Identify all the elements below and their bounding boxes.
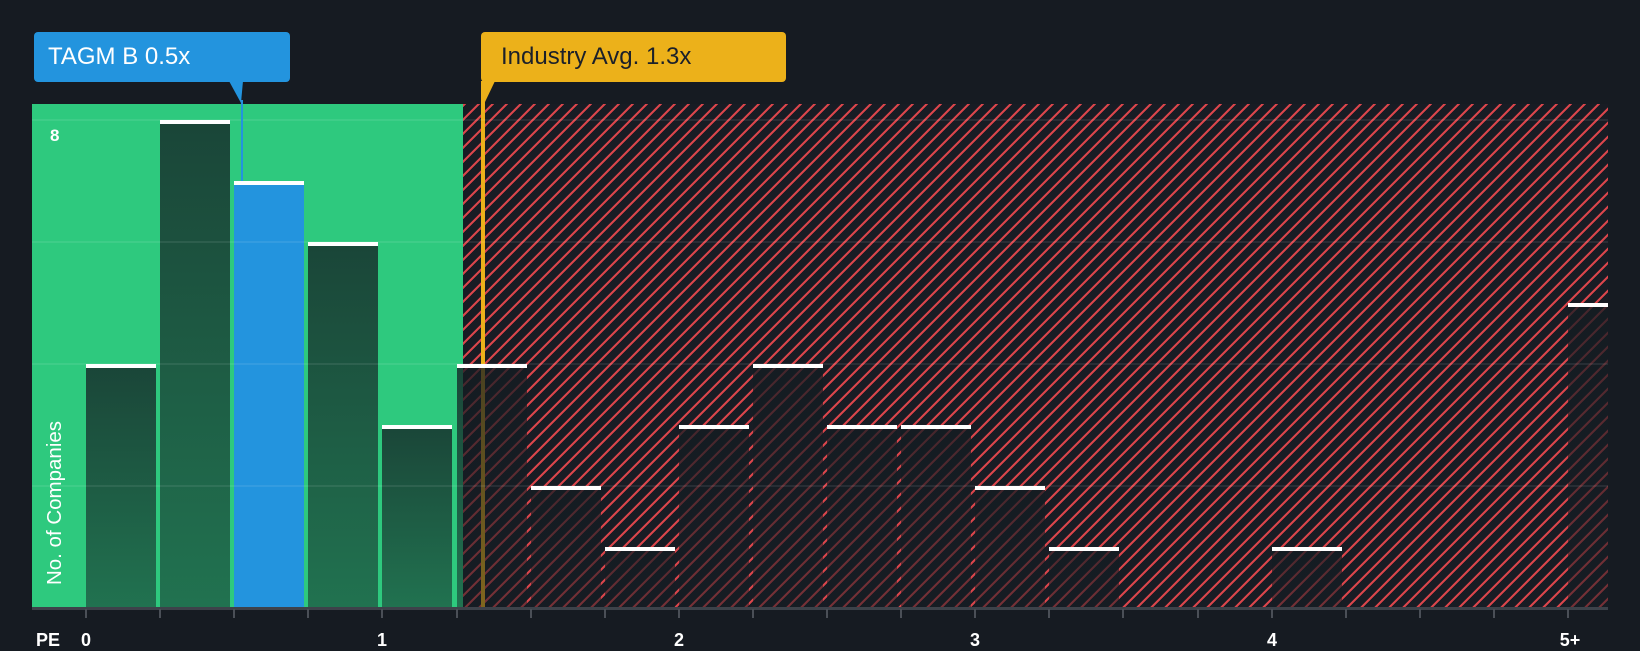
x-tick-label: 1 (376, 630, 388, 650)
gridline (32, 119, 1608, 121)
bar-cap (86, 364, 156, 368)
histogram-bar (160, 120, 231, 608)
x-axis-tick (1196, 609, 1199, 618)
x-axis-tick (603, 609, 606, 618)
bar-cap (901, 425, 972, 429)
y-tick-label: 8 (50, 126, 60, 145)
x-tick-label: 4 (1266, 630, 1278, 650)
histogram-bar (1568, 303, 1608, 608)
bar-cap (308, 242, 379, 246)
x-axis-tick (1048, 609, 1051, 618)
company-callout-pointer-icon (229, 81, 243, 103)
x-axis-tick (974, 609, 977, 618)
x-axis-tick (455, 609, 458, 618)
x-axis-tick (677, 609, 680, 618)
bar-cap (160, 120, 231, 124)
histogram-bar (975, 486, 1046, 608)
x-tick-label: 3 (969, 630, 981, 650)
bar-cap (827, 425, 897, 429)
histogram-bar (604, 547, 675, 608)
bar-cap (975, 486, 1046, 490)
histogram-bar (1049, 547, 1120, 608)
x-axis-tick (900, 609, 903, 618)
x-axis-line (32, 607, 1608, 610)
bar-cap (1568, 303, 1608, 307)
bar-cap (530, 486, 601, 490)
bar-cap (456, 364, 527, 368)
x-axis-tick (529, 609, 532, 618)
industry-average-callout: Industry Avg. 1.3x (481, 32, 786, 82)
histogram-bar (308, 242, 379, 608)
gridline (32, 485, 1608, 487)
histogram-bar (1271, 547, 1342, 608)
histogram-bar (530, 486, 601, 608)
histogram-bar (678, 425, 749, 608)
x-axis-tick (1567, 609, 1569, 618)
industry-average-line (481, 104, 485, 608)
above-industry-hatched-zone (463, 104, 1608, 608)
bar-cap (678, 425, 749, 429)
bar-cap (1049, 547, 1120, 551)
bar-cap (1271, 547, 1342, 551)
histogram-bar (901, 425, 972, 608)
x-axis-tick (307, 609, 310, 618)
bar-cap (382, 425, 453, 429)
company-marker-line (241, 100, 243, 181)
x-axis-title: PE (36, 630, 61, 650)
plot-area (32, 104, 1608, 608)
industry-callout-pointer-icon (481, 81, 495, 104)
x-axis-tick (1418, 609, 1421, 618)
x-axis-tick (1122, 609, 1125, 618)
bar-cap (604, 547, 675, 551)
histogram-bars (32, 104, 1608, 608)
x-axis-tick (381, 609, 384, 618)
x-axis-tick (159, 609, 162, 618)
x-tick-label: 0 (80, 630, 92, 650)
x-axis-tick (233, 609, 236, 618)
histogram-bar (827, 425, 897, 608)
highlighted-company-bar (234, 181, 305, 608)
x-axis-tick (1344, 609, 1347, 618)
histogram-bar (752, 364, 823, 608)
histogram-bar (456, 364, 527, 608)
x-axis-tick (826, 609, 828, 618)
y-axis-title: No. of Companies (43, 420, 66, 586)
company-pe-callout: TAGM B 0.5x (34, 32, 290, 82)
x-tick-label: 2 (673, 630, 685, 650)
x-tick-label: 5+ (1559, 630, 1581, 650)
bar-cap (234, 181, 305, 185)
x-axis-tick (85, 609, 87, 618)
x-axis-tick (1270, 609, 1273, 618)
histogram-bar (86, 364, 156, 608)
gridline (32, 241, 1608, 243)
histogram-bar (382, 425, 453, 608)
x-axis-tick (751, 609, 754, 618)
x-axis-tick (1492, 609, 1495, 618)
bar-caps (32, 104, 1608, 608)
bar-cap (752, 364, 823, 368)
